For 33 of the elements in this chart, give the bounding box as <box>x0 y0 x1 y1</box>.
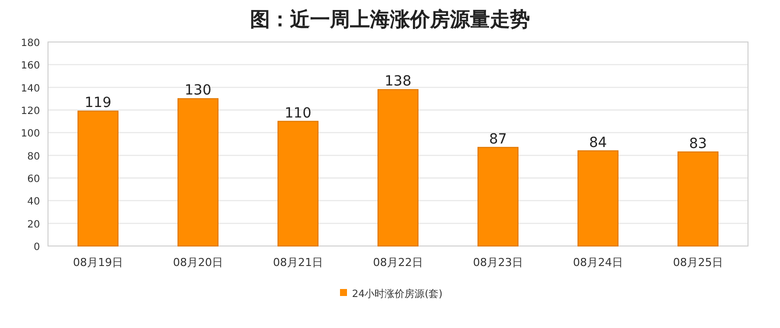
y-tick-label: 120 <box>20 106 40 117</box>
x-tick-label: 08月23日 <box>473 256 523 269</box>
y-tick-label: 80 <box>27 151 40 162</box>
data-label: 138 <box>384 74 412 90</box>
data-label: 130 <box>184 82 212 99</box>
y-tick-label: 40 <box>27 196 40 208</box>
x-tick-label: 08月21日 <box>273 256 323 269</box>
bar <box>278 120 318 246</box>
bar <box>578 150 618 246</box>
bar <box>478 146 518 246</box>
x-tick-label: 08月19日 <box>73 256 123 269</box>
chart-title: 图：近一周上海涨价房源量走势 <box>250 7 530 31</box>
y-tick-label: 100 <box>20 128 40 140</box>
x-tick-label: 08月22日 <box>373 256 423 269</box>
bar <box>378 89 418 246</box>
y-tick-label: 0 <box>34 242 40 253</box>
y-tick-label: 140 <box>20 83 40 94</box>
y-tick-label: 160 <box>20 60 40 72</box>
y-tick-label: 20 <box>27 219 40 230</box>
data-label: 110 <box>284 105 312 122</box>
data-label: 119 <box>84 95 112 112</box>
y-tick-label: 180 <box>20 38 40 49</box>
data-label: 83 <box>689 136 707 152</box>
legend-label: 24小时涨价房源(套) <box>352 288 443 300</box>
data-label: 84 <box>589 134 607 151</box>
bar <box>178 98 218 246</box>
x-tick-label: 08月25日 <box>673 256 723 269</box>
x-tick-label: 08月24日 <box>573 256 623 269</box>
bar <box>678 151 718 246</box>
data-label: 87 <box>489 131 507 148</box>
y-tick-label: 60 <box>27 174 40 185</box>
x-tick-label: 08月20日 <box>173 256 223 269</box>
bar <box>78 110 118 246</box>
